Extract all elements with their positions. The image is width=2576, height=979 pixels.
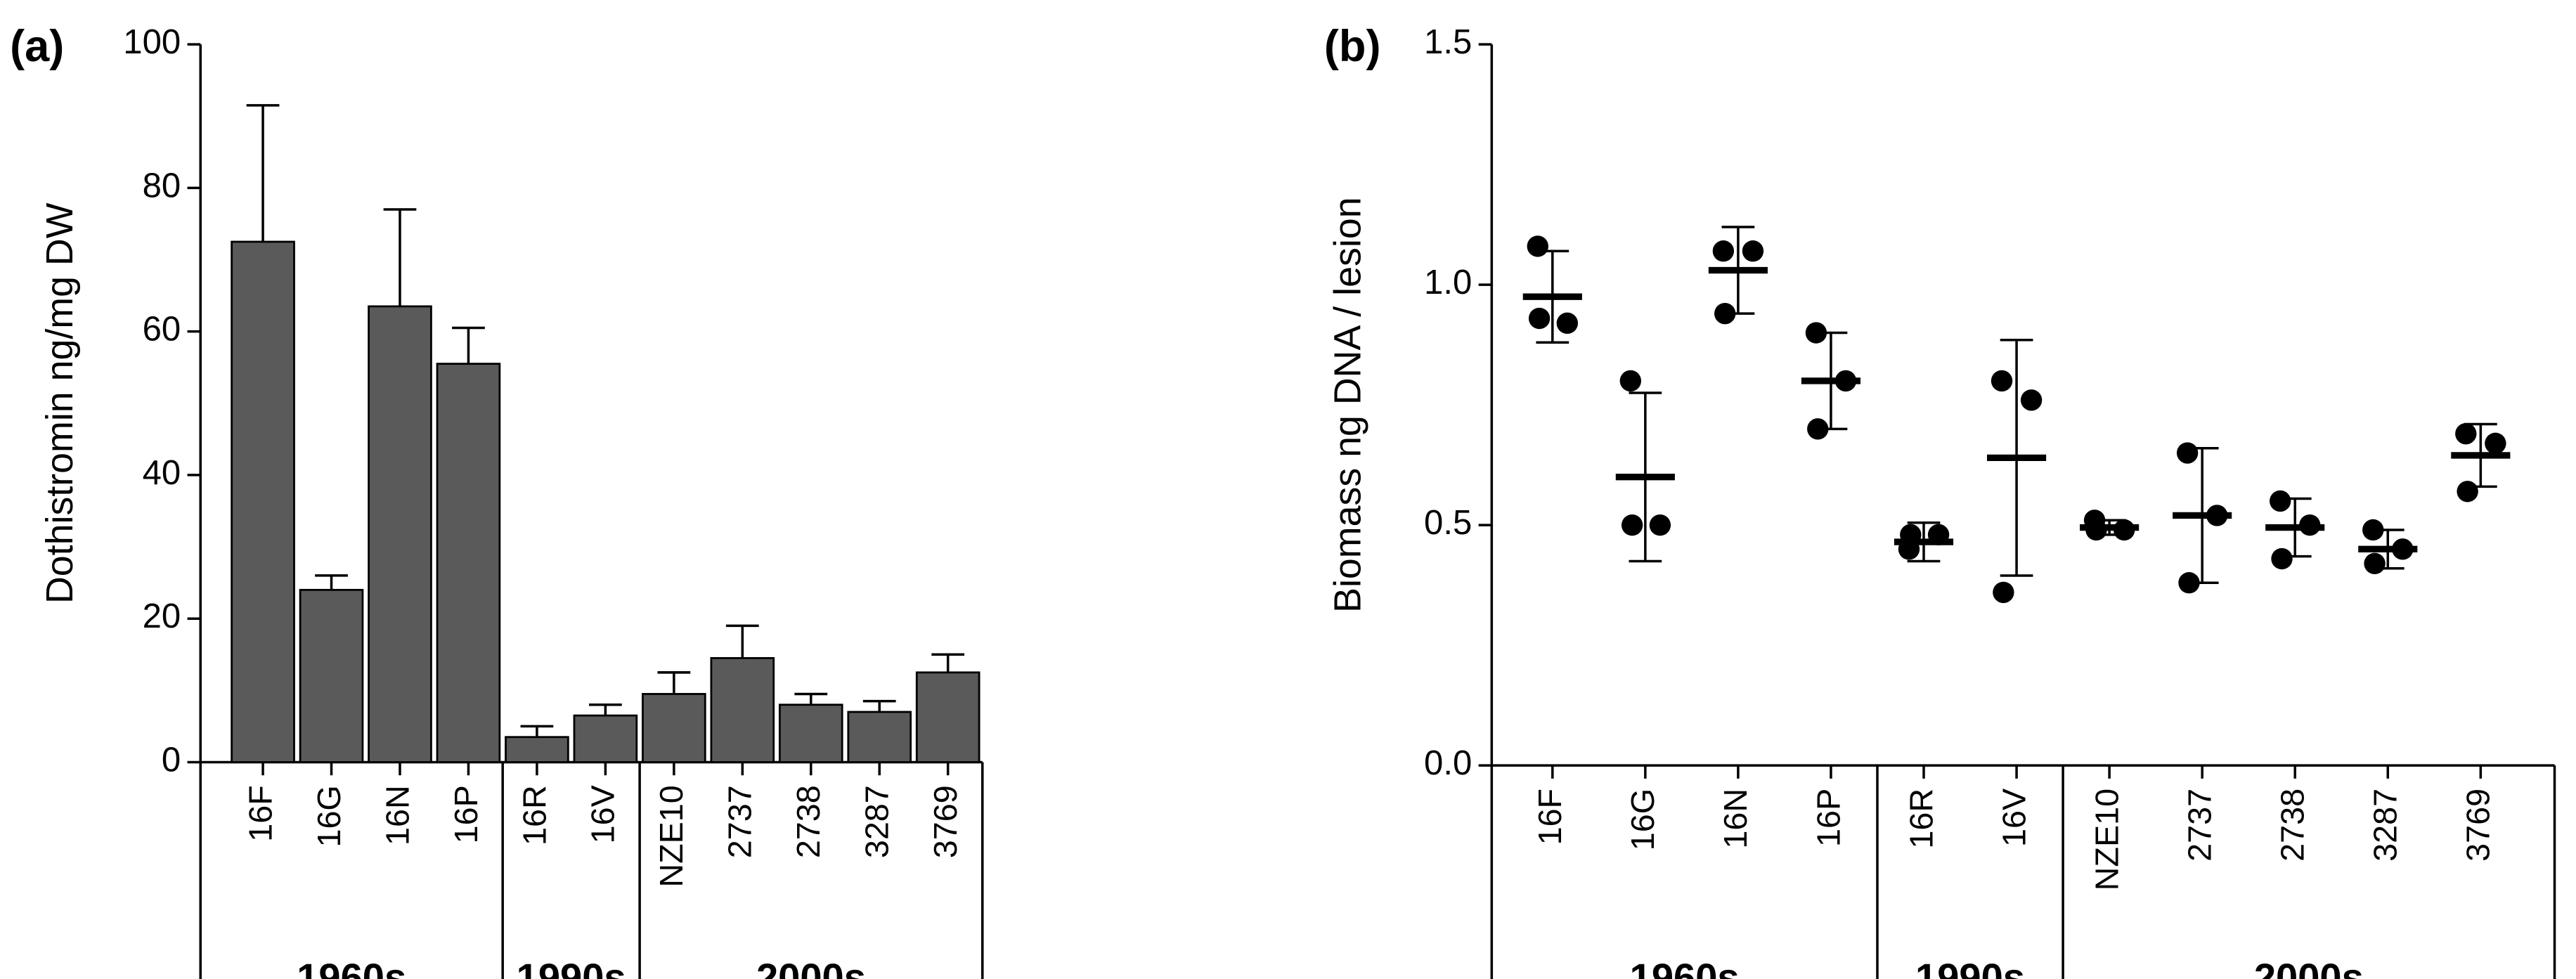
bar (231, 240, 295, 763)
x-tick-label: 16F (242, 785, 278, 842)
data-point (2085, 519, 2107, 541)
data-point (2206, 505, 2228, 526)
data-point (2020, 389, 2043, 411)
data-point (1714, 302, 1736, 325)
data-point (2270, 490, 2291, 512)
y-axis-label: Biomass ng DNA / lesion (1327, 197, 1369, 613)
data-point (2113, 519, 2135, 541)
x-tick-label: 2737 (2182, 789, 2218, 862)
x-tick-label: 16R (516, 785, 552, 845)
x-tick-label: NZE10 (653, 785, 690, 887)
y-tick-label: 0.5 (1424, 504, 1472, 542)
data-point (2485, 432, 2506, 455)
x-tick-label: 2738 (2274, 789, 2311, 862)
data-point (2362, 519, 2384, 541)
data-point (1712, 240, 1735, 262)
group-label: 2000s (756, 955, 866, 979)
x-tick-label: 3287 (859, 785, 895, 858)
group-label: 1990s (517, 955, 626, 979)
data-point (1556, 312, 1579, 335)
x-tick-label: 3769 (927, 785, 964, 858)
y-tick-label: 100 (123, 23, 181, 61)
bar (573, 714, 638, 763)
x-tick-label: 16G (1624, 789, 1661, 850)
y-tick-label: 0.0 (1424, 744, 1472, 782)
panel-label: (b) (1324, 22, 1381, 71)
data-point (2176, 442, 2199, 464)
data-point (1742, 240, 1764, 262)
group-label: 2000s (2254, 955, 2364, 979)
x-tick-label: 2738 (790, 785, 827, 858)
bar (847, 711, 912, 763)
y-tick-label: 80 (143, 167, 181, 205)
x-tick-label: 3769 (2460, 789, 2497, 862)
data-point (2271, 547, 2293, 570)
data-point (1991, 370, 2013, 392)
group-label: 1960s (297, 955, 406, 979)
data-point (2455, 422, 2477, 445)
data-point (1621, 514, 1643, 536)
x-tick-label: 16F (1532, 789, 1568, 845)
data-point (1807, 418, 1829, 440)
data-point (2178, 572, 2200, 594)
x-tick-label: 16P (448, 785, 484, 843)
x-tick-label: 16P (1810, 789, 1846, 847)
bar (778, 704, 843, 763)
x-tick-label: 16R (1903, 789, 1939, 849)
data-point (1834, 370, 1857, 392)
data-point (2457, 481, 2478, 503)
x-tick-label: 16N (379, 785, 415, 845)
bar (915, 671, 980, 763)
data-point (2299, 514, 2321, 536)
x-tick-label: 2737 (722, 785, 758, 858)
bar (505, 736, 569, 763)
y-tick-label: 40 (143, 454, 181, 492)
data-point (2364, 552, 2386, 575)
group-label: 1990s (1915, 955, 2025, 979)
y-tick-label: 60 (143, 311, 181, 349)
x-tick-label: 16N (1717, 789, 1754, 849)
group-label: 1960s (1630, 955, 1740, 979)
y-tick-label: 20 (143, 597, 181, 635)
y-tick-label: 0 (162, 741, 181, 779)
data-point (1805, 322, 1827, 344)
data-point (1528, 307, 1551, 330)
y-tick-label: 1.5 (1424, 23, 1472, 61)
x-tick-label: 16G (311, 785, 347, 847)
bar (642, 693, 706, 763)
panel-label: (a) (10, 22, 64, 71)
data-point (2392, 538, 2414, 560)
bar (436, 363, 501, 763)
bar (368, 305, 432, 763)
data-point (1649, 514, 1671, 536)
data-point (1927, 524, 1950, 546)
x-tick-label: NZE10 (2088, 789, 2125, 890)
y-tick-label: 1.0 (1424, 264, 1472, 302)
x-tick-label: 16V (1995, 789, 2032, 847)
data-point (1993, 581, 2014, 604)
x-tick-label: 3287 (2367, 789, 2404, 862)
data-point (1900, 524, 1922, 546)
bar (710, 656, 775, 763)
x-tick-label: 16V (585, 785, 621, 843)
data-point (1619, 370, 1642, 392)
bar (299, 588, 364, 763)
y-axis-label: Dothistromin ng/mg DW (39, 202, 81, 604)
data-point (1527, 235, 1548, 257)
